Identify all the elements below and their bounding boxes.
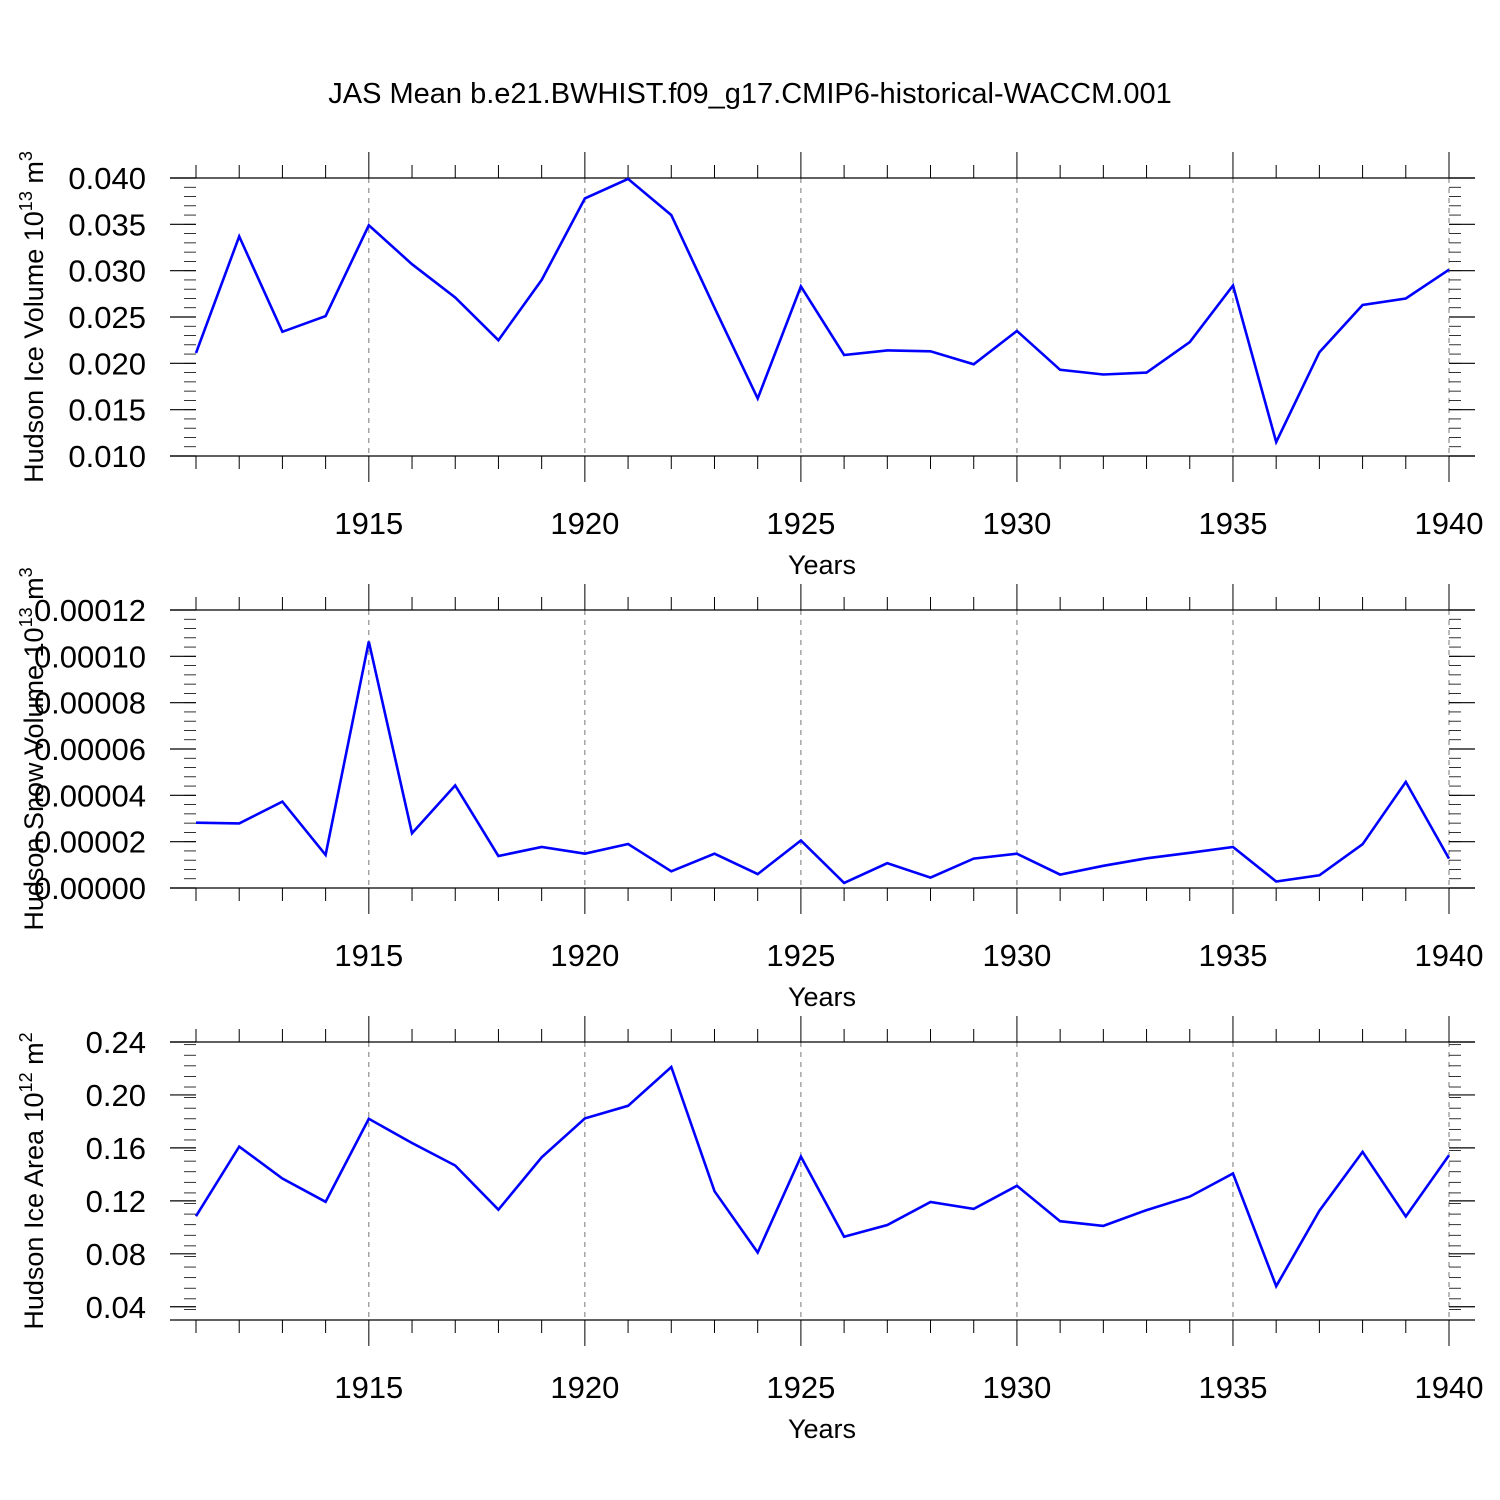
x-tick-label: 1940 xyxy=(1415,506,1484,541)
y-axis-label: Hudson Ice Area 1012 m2 xyxy=(16,1032,49,1329)
series-line xyxy=(194,1064,1451,1290)
y-tick-label: 0.010 xyxy=(68,439,146,474)
y-tick-label: 0.00008 xyxy=(34,686,146,721)
x-axis-label: Years xyxy=(788,982,856,1012)
chart-title: JAS Mean b.e21.BWHIST.f09_g17.CMIP6-hist… xyxy=(328,78,1172,110)
y-tick-label: 0.20 xyxy=(86,1078,146,1113)
x-tick-label: 1930 xyxy=(982,506,1051,541)
y-tick-label: 0.04 xyxy=(86,1290,146,1325)
y-tick-label: 0.025 xyxy=(68,300,146,335)
x-tick-label: 1935 xyxy=(1198,938,1267,973)
y-tick-label: 0.16 xyxy=(86,1131,146,1166)
y-tick-label: 0.035 xyxy=(68,207,146,242)
x-tick-label: 1920 xyxy=(550,1370,619,1405)
y-tick-label: 0.015 xyxy=(68,393,146,428)
x-tick-label: 1935 xyxy=(1198,506,1267,541)
x-tick-label: 1915 xyxy=(334,1370,403,1405)
y-tick-label: 0.00000 xyxy=(34,871,146,906)
y-axis-label: Hudson Snow Volume 1013 m3 xyxy=(16,567,49,930)
y-tick-label: 0.00004 xyxy=(34,778,146,813)
series-line xyxy=(194,177,1450,446)
x-tick-label: 1920 xyxy=(550,506,619,541)
y-tick-label: 0.00010 xyxy=(34,639,146,674)
y-tick-label: 0.00006 xyxy=(34,732,146,767)
x-tick-label: 1935 xyxy=(1198,1370,1267,1405)
x-tick-label: 1915 xyxy=(334,938,403,973)
panel-1: 0.010 0.015 0.020 0.025 0.030 0.035 0.040 1915 1… xyxy=(16,151,1483,580)
y-tick-label: 0.040 xyxy=(68,161,146,196)
x-axis-label: Years xyxy=(788,550,856,580)
y-tick-label: 0.030 xyxy=(68,254,146,289)
x-tick-label: 1925 xyxy=(766,938,835,973)
x-tick-label: 1930 xyxy=(982,938,1051,973)
series-line xyxy=(195,641,1451,885)
y-tick-label: 0.24 xyxy=(86,1025,146,1060)
x-tick-label: 1925 xyxy=(766,506,835,541)
x-tick-label: 1925 xyxy=(766,1370,835,1405)
y-tick-label: 0.020 xyxy=(68,346,146,381)
x-axis-label: Years xyxy=(788,1414,856,1444)
y-tick-label: 0.00012 xyxy=(34,593,146,628)
y-axis-label: Hudson Ice Volume 1013 m3 xyxy=(16,151,49,483)
y-tick-label: 0.00002 xyxy=(34,825,146,860)
panel-2: 0.00000 0.00002 0.00004 0.00006 0.00008 0.000… xyxy=(16,567,1483,1012)
panel-3: 0.04 0.08 0.12 0.16 0.20 0.24 1915 1920 1925 1930… xyxy=(16,1016,1483,1444)
y-tick-label: 0.12 xyxy=(86,1184,146,1219)
y-tick-label: 0.08 xyxy=(86,1237,146,1272)
x-tick-label: 1940 xyxy=(1415,1370,1484,1405)
x-tick-label: 1930 xyxy=(982,1370,1051,1405)
x-tick-label: 1915 xyxy=(334,506,403,541)
x-tick-label: 1940 xyxy=(1415,938,1484,973)
x-tick-label: 1920 xyxy=(550,938,619,973)
